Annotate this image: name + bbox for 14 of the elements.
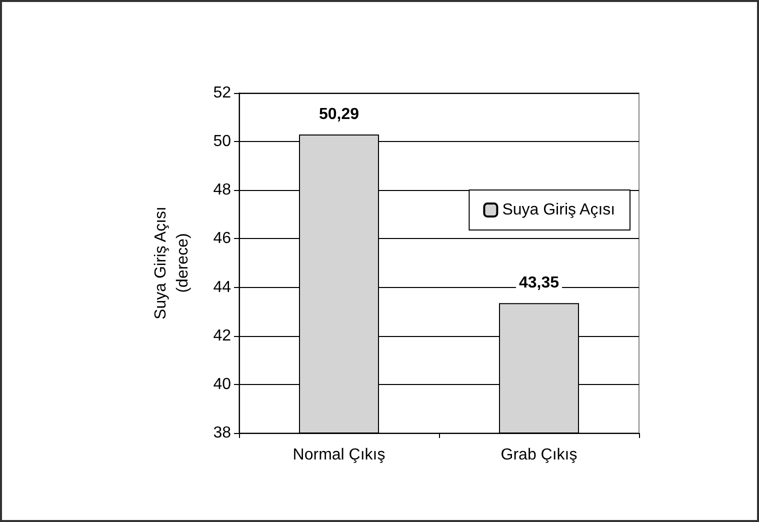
y-tick-label: 46 [213,230,232,248]
y-tick-label: 44 [213,278,232,296]
y-tick-label: 38 [213,424,232,442]
y-axis-title: Suya Giriş Açısı (derece) [152,206,192,320]
x-tick-label: Normal Çıkış [292,446,386,464]
data-label: 43,35 [518,274,560,292]
y-tick-label: 52 [213,84,232,102]
legend-label: Suya Giriş Açısı [502,202,616,218]
y-tick-label: 42 [213,327,232,344]
data-label: 50,29 [318,106,360,124]
y-tick-label: 48 [213,182,232,199]
y-tick-label: 50 [213,133,232,150]
x-tick-label: Grab Çıkış [500,446,578,464]
y-tick-label: 40 [213,376,232,393]
